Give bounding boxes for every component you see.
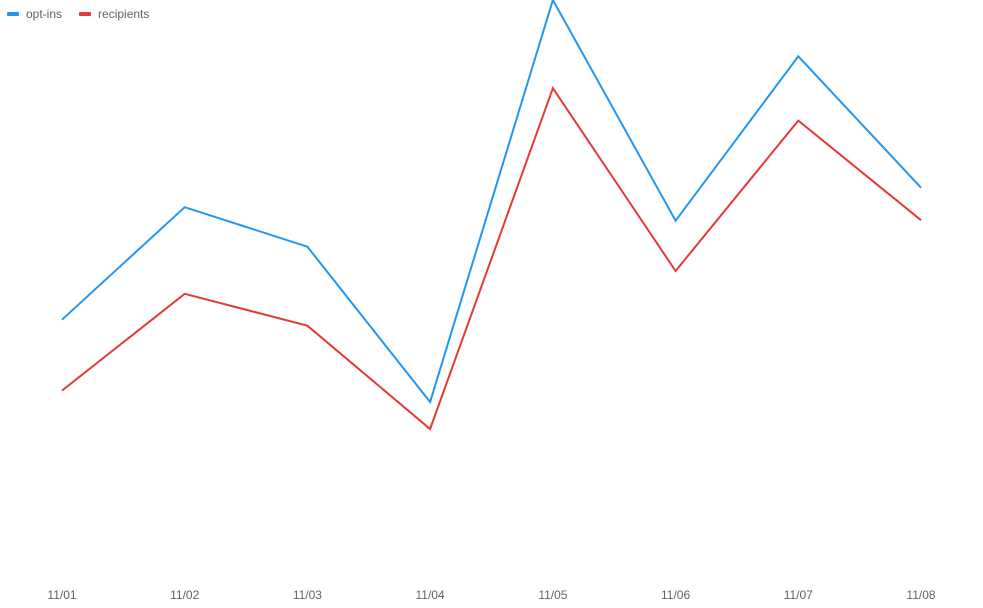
chart-legend: opt-ins recipients [7,7,166,21]
legend-swatch-recipients [79,12,92,16]
x-tick-label: 11/07 [784,588,813,602]
x-tick-label: 11/06 [661,588,690,602]
legend-item-recipients[interactable]: recipients [79,7,149,21]
x-tick-label: 11/03 [293,588,322,602]
legend-label-opt-ins: opt-ins [26,7,63,21]
x-tick-label: 11/04 [416,588,445,602]
x-tick-label: 11/08 [906,588,935,602]
legend-item-opt-ins[interactable]: opt-ins [7,7,62,21]
series-line-opt-ins[interactable] [61,0,922,405]
series-line-recipients[interactable] [61,86,922,431]
x-tick-label: 11/02 [170,588,199,602]
x-tick-label: 11/05 [538,588,567,602]
legend-swatch-opt-ins [7,12,19,16]
x-tick-label: 11/01 [47,588,76,602]
legend-label-recipients: recipients [98,7,150,21]
x-axis: 11/01 11/02 11/03 11/04 11/05 11/06 11/07 11/08 [47,588,935,602]
series-lines [61,0,922,431]
